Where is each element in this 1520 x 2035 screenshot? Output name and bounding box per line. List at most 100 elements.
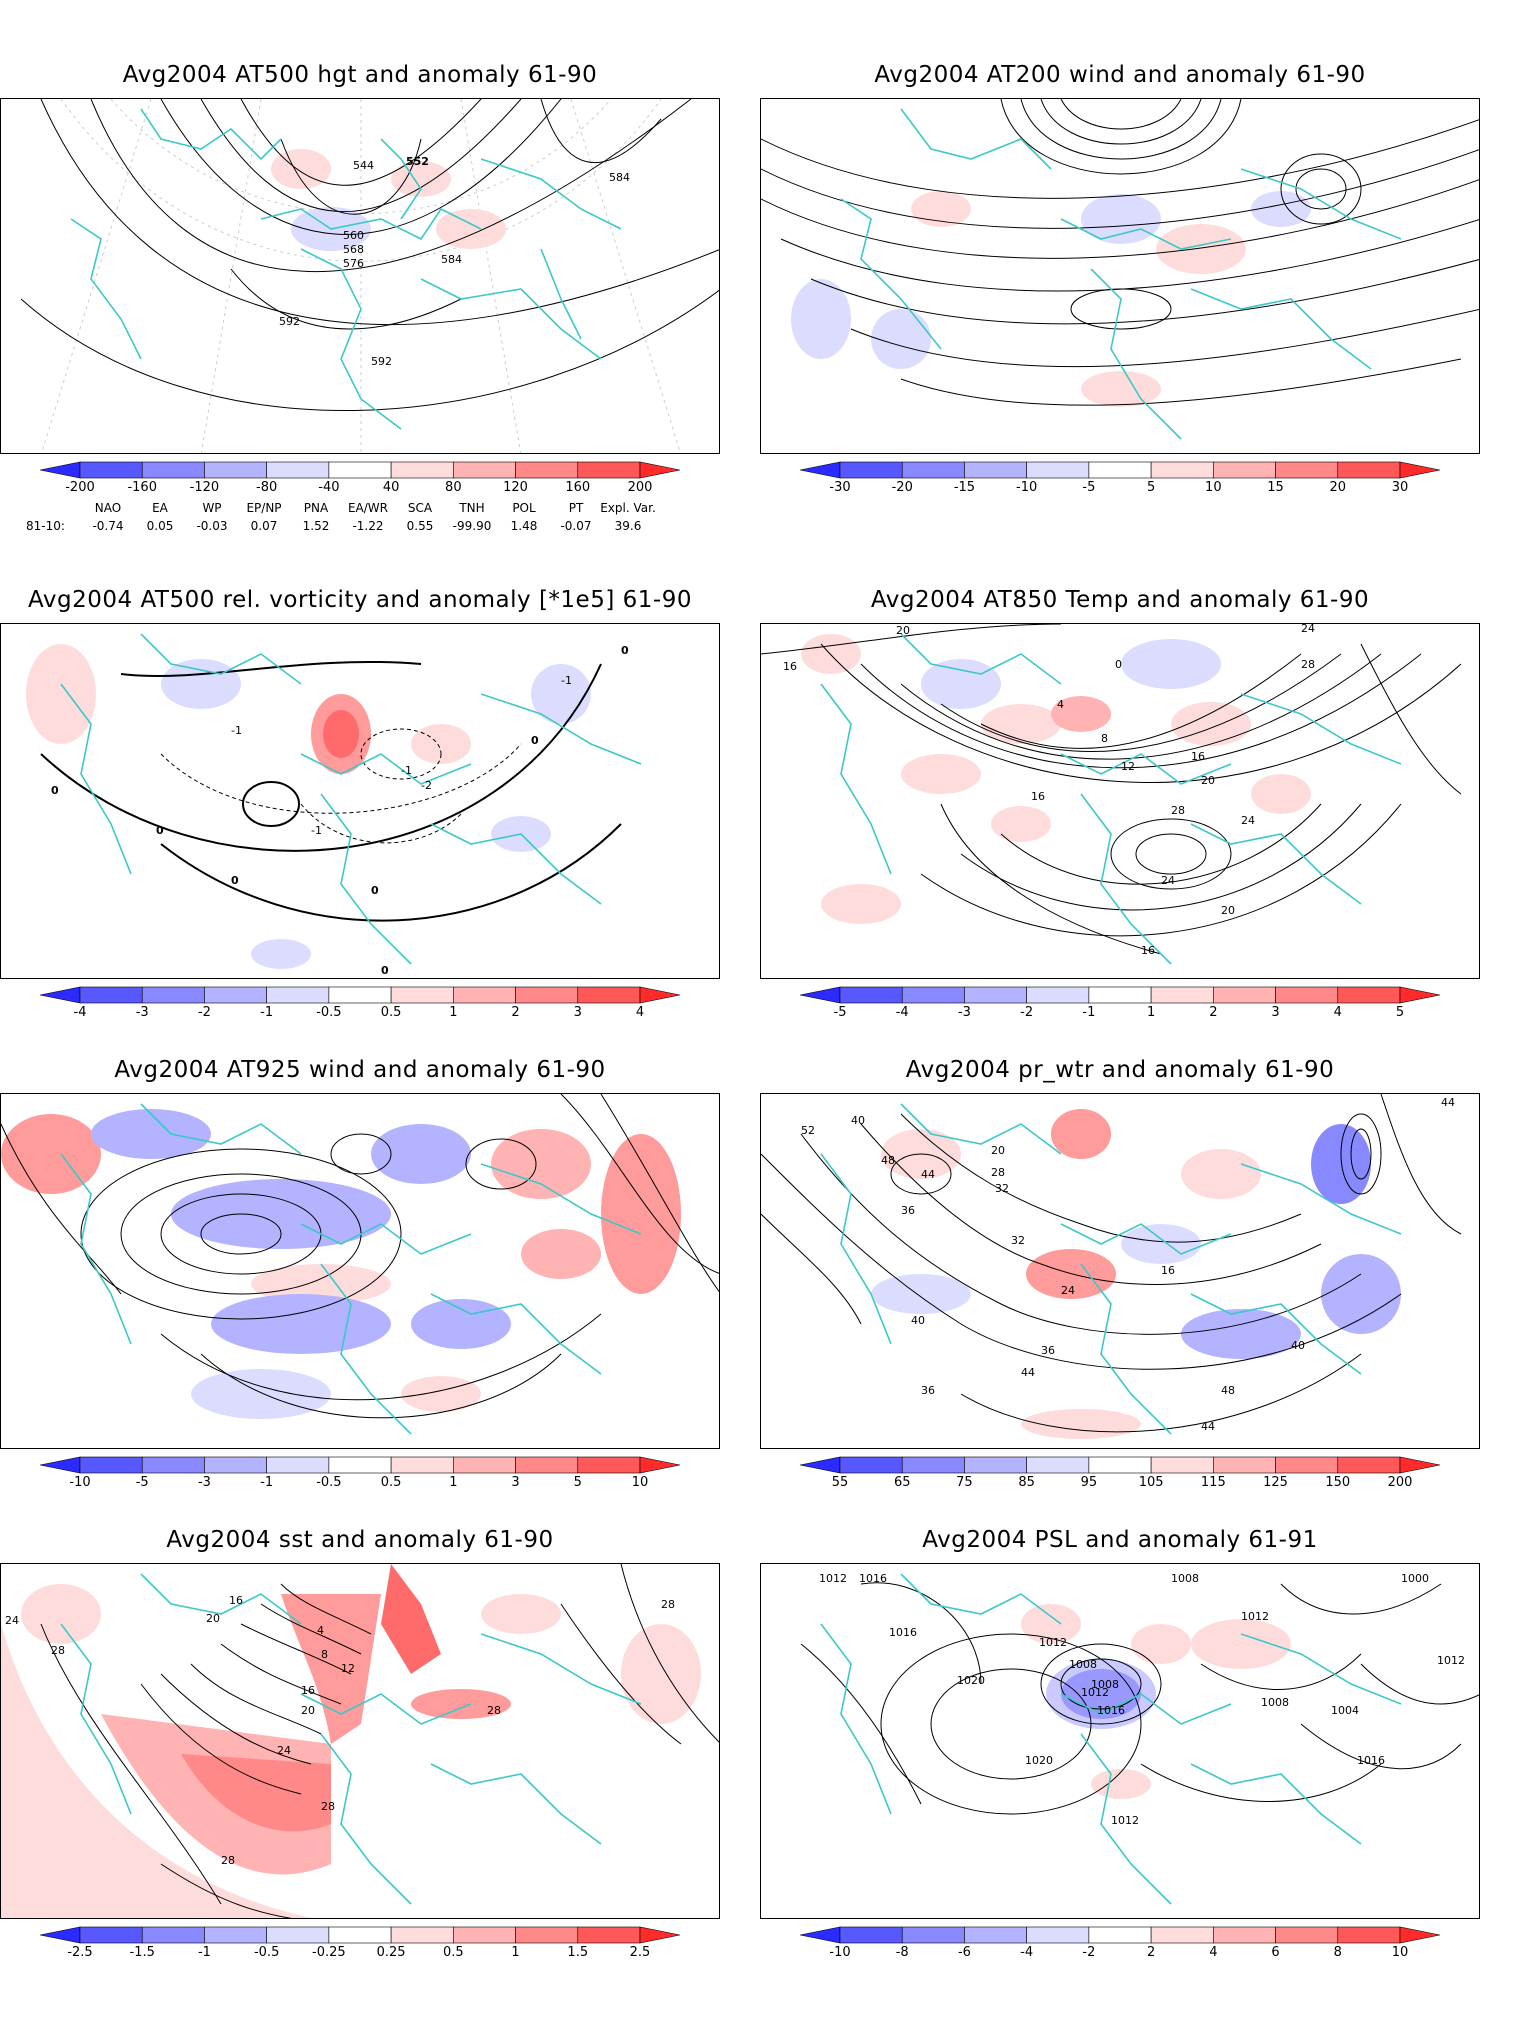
teleconnection-name: TNH [459, 501, 485, 515]
colorbar-cell [390, 461, 454, 479]
colorbar-tick-label: 4 [1333, 1005, 1342, 1020]
contour-label: 44 [1441, 1096, 1455, 1109]
colorbar-cell [1399, 986, 1441, 1004]
colorbar-cell [1275, 461, 1339, 479]
map-wind200 [760, 98, 1480, 454]
colorbar [39, 461, 681, 479]
colorbar-tick-label: 3 [573, 1005, 582, 1020]
contour-label: 52 [801, 1124, 815, 1137]
colorbar-cell [266, 1926, 330, 1944]
colorbar-tick-label: 65 [893, 1475, 911, 1490]
colorbar-cell [328, 986, 392, 1004]
colorbar-cell [141, 1926, 205, 1944]
contour-label: 44 [1201, 1420, 1215, 1433]
colorbar-cell [515, 1456, 579, 1474]
contour-label: 1020 [957, 1674, 985, 1687]
contour-label: 32 [1011, 1234, 1025, 1247]
panel-title: Avg2004 PSL and anomaly 61-91 [922, 1527, 1318, 1553]
colorbar-tick-label: -30 [829, 480, 851, 495]
contour-label: 576 [343, 257, 364, 270]
colorbar-cell [453, 461, 516, 479]
colorbar-cell [839, 986, 903, 1004]
colorbar-tick-label: 85 [1018, 1475, 1035, 1490]
teleconnection-value: 0.55 [406, 519, 434, 533]
contour-label: 28 [661, 1598, 675, 1611]
contour-label: 24 [1301, 624, 1315, 635]
map-wind925 [0, 1093, 720, 1449]
teleconnection-name: POL [512, 501, 536, 515]
colorbar-tick-label: 115 [1200, 1475, 1226, 1490]
colorbar-labels: 55 65 75 85 95 105 115 125 150 200 [800, 1475, 1440, 1493]
contour-label: 20 [1221, 904, 1235, 917]
colorbar [39, 986, 681, 1004]
contour-label: 0 [531, 734, 539, 747]
colorbar-tick-label: -5 [833, 1005, 847, 1020]
contour-label: 40 [911, 1314, 925, 1327]
colorbar-cell [1275, 1926, 1339, 1944]
contour-label: 44 [1021, 1366, 1035, 1379]
colorbar-tick-label: -1.5 [129, 1945, 155, 1960]
contour-label: 20 [991, 1144, 1005, 1157]
map-canvas [761, 99, 1479, 440]
colorbar-tick-label: -1 [260, 1005, 274, 1020]
teleconnection-name: EA [152, 501, 168, 515]
colorbar-cell [1399, 461, 1441, 479]
colorbar-cell [204, 1456, 267, 1474]
colorbar-cell [390, 1456, 454, 1474]
colorbar-cell [1088, 1926, 1152, 1944]
colorbar-cell [266, 1456, 330, 1474]
panel-wind925: Avg2004 AT925 wind and anomaly 61-90 [0, 1045, 720, 1565]
teleconnection-value: -0.03 [196, 519, 228, 533]
teleconnection-value: -0.07 [560, 519, 592, 533]
colorbar-tick-label: 105 [1138, 1475, 1164, 1490]
teleconnection-name: NAO [94, 501, 122, 515]
contour-label: 8 [321, 1648, 328, 1661]
contour-label: 1012 [1039, 1636, 1067, 1649]
contour-label: 24 [1241, 814, 1255, 827]
map-canvas [1, 1094, 719, 1435]
colorbar-tick-label: -15 [953, 480, 976, 495]
colorbar-tick-label: 95 [1080, 1475, 1098, 1490]
colorbar-cell [204, 461, 267, 479]
contour-label: 1012 [1437, 1654, 1465, 1667]
colorbar-tick-label: 3 [511, 1475, 520, 1490]
contour-label: 592 [279, 315, 300, 328]
colorbar-cell [79, 986, 143, 1004]
contour-label: 20 [301, 1704, 315, 1717]
colorbar-labels: -200 -160 -120 -80 -40 40 80 120 160 200 [40, 480, 680, 498]
colorbar-cell [79, 461, 143, 479]
contour-label: 28 [1301, 658, 1315, 671]
contour-label: 584 [441, 253, 462, 266]
colorbar-labels: -2.5 -1.5 -1 -0.5 -0.25 0.25 0.5 1 1.5 2.5 [40, 1945, 680, 1963]
colorbar-tick-label: 1.5 [567, 1945, 589, 1960]
colorbar-cell [1026, 1456, 1090, 1474]
colorbar [799, 1926, 1441, 1944]
colorbar-cell [1337, 1456, 1401, 1474]
contour-label: 0 [371, 884, 379, 897]
panel-sst: Avg2004 sst and anomaly 61-90 [0, 1515, 720, 2035]
teleconnection-value: -0.74 [92, 519, 124, 533]
colorbar-tick-label: -200 [65, 480, 95, 495]
colorbar-tick-label: -0.5 [316, 1475, 342, 1490]
contour-label: 28 [51, 1644, 65, 1657]
colorbar-tick-label: -3 [135, 1005, 149, 1020]
colorbar-tick-label: -2.5 [67, 1945, 93, 1960]
colorbar [799, 461, 1441, 479]
colorbar-cell [141, 986, 205, 1004]
colorbar-cell [577, 986, 641, 1004]
teleconnection-name: EA/WR [347, 501, 389, 515]
contour-label: 1016 [1097, 1704, 1125, 1717]
colorbar-tick-label: -2 [1020, 1005, 1034, 1020]
colorbar-tick-label: -3 [957, 1005, 971, 1020]
colorbar-tick-label: 1 [1146, 1005, 1156, 1020]
contour-label: 40 [1291, 1339, 1305, 1352]
colorbar-svg [39, 461, 681, 479]
colorbar-tick-label: -3 [197, 1475, 211, 1490]
colorbar-tick-label: 200 [1387, 1475, 1413, 1490]
colorbar-tick-label: -120 [189, 480, 220, 495]
colorbar-tick-label: -2 [1082, 1945, 1096, 1960]
contour-label: 20 [206, 1612, 220, 1625]
contour-label: 4 [1057, 698, 1064, 711]
colorbar-tick-label: 55 [831, 1475, 849, 1490]
teleconnection-name: PNA [303, 501, 329, 515]
